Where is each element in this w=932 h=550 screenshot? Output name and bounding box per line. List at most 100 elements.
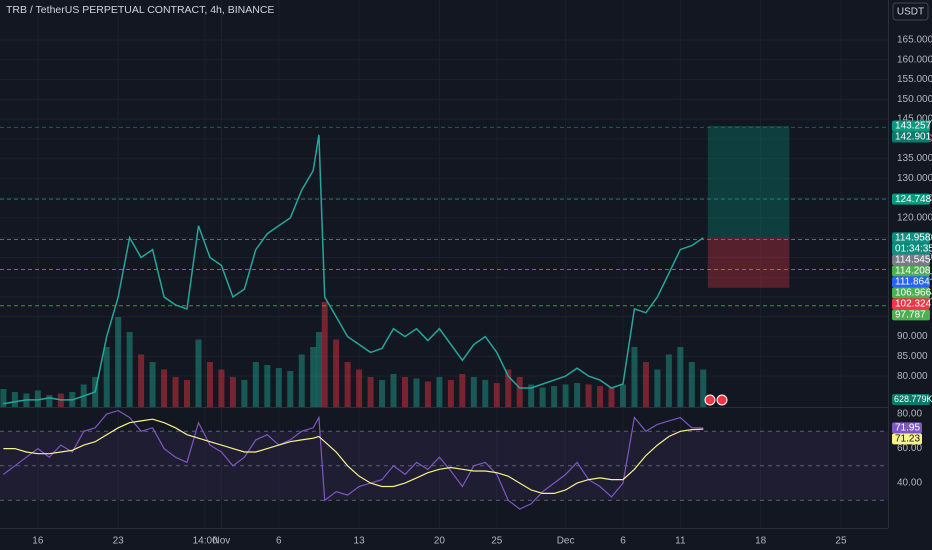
price-tag (892, 265, 930, 277)
volume-bar (631, 347, 638, 407)
volume-bar (356, 369, 363, 407)
volume-bar (264, 365, 271, 407)
rsi-tag-label: 71.95 (895, 423, 920, 434)
y-tick-label: 145.000 (897, 114, 932, 125)
y-tick-label: 80.000 (897, 371, 928, 382)
x-tick-label: 23 (113, 536, 125, 547)
volume-bar (447, 380, 454, 407)
volume-bar (195, 339, 202, 407)
volume-bar (206, 362, 213, 407)
volume-bar (149, 362, 156, 407)
price-tag (892, 276, 930, 288)
volume-tag-label: 628.779K (894, 394, 932, 404)
event-icon[interactable] (716, 394, 728, 406)
volume-bar (161, 369, 168, 407)
y-tick-label: 155.000 (897, 74, 932, 85)
price-tag (892, 131, 930, 143)
volume-bar (46, 395, 53, 407)
price-tag (892, 254, 930, 266)
volume-bar (379, 380, 386, 407)
event-icon[interactable] (704, 394, 716, 406)
volume-bar (138, 354, 145, 407)
volume-bar (241, 380, 248, 407)
volume-bar (654, 369, 661, 407)
volume-bar (172, 377, 179, 407)
countdown-tag (892, 243, 930, 255)
x-tick-label: 11 (675, 536, 686, 547)
volume-bar (252, 362, 259, 407)
volume-bar (126, 332, 133, 407)
volume-bar (539, 387, 546, 407)
volume-bar (551, 386, 558, 407)
x-tick-label: 16 (32, 536, 44, 547)
volume-bar (103, 347, 110, 407)
volume-bar (459, 374, 466, 407)
x-tick-label: 6 (276, 536, 282, 547)
volume-bar (505, 369, 512, 407)
volume-bar (413, 378, 420, 407)
price-tag-label: 124.748 (895, 194, 932, 205)
countdown-label: 01:34:35 (895, 244, 932, 255)
x-tick-label: 18 (755, 536, 767, 547)
rsi-tick-label: 40.00 (897, 478, 922, 489)
price-tag-label: 143.257 (895, 121, 932, 132)
volume-bar (619, 384, 626, 407)
rsi-tag (892, 433, 922, 445)
volume-bar (310, 347, 317, 407)
rsi-tag-label: 71.23 (895, 434, 920, 445)
volume-tag (892, 394, 930, 405)
volume-bar (528, 384, 535, 407)
volume-bar (298, 354, 305, 407)
price-tag (892, 287, 930, 299)
volume-bar (321, 302, 328, 407)
volume-bar (34, 390, 41, 407)
volume-bar (115, 317, 122, 407)
x-tick-label: 14:00 (193, 536, 218, 547)
y-tick-label: 90.000 (897, 331, 928, 342)
y-tick-label: 135.000 (897, 153, 932, 164)
currency-label[interactable]: USDT (897, 7, 924, 18)
volume-bar (516, 377, 523, 407)
rsi-tick-label: 80.00 (897, 409, 922, 420)
y-tick-label: 85.000 (897, 351, 928, 362)
price-tag (892, 298, 930, 310)
volume-bar (344, 362, 351, 407)
volume-bar (562, 384, 569, 407)
x-tick-label: 20 (434, 536, 446, 547)
volume-bar (608, 387, 615, 407)
x-tick-label: 6 (620, 536, 626, 547)
volume-bar (275, 368, 282, 407)
rsi-tick-label: 60.00 (897, 443, 922, 454)
volume-bar (493, 383, 500, 407)
volume-bar (11, 392, 18, 407)
volume-bar (390, 374, 397, 407)
volume-bar (470, 377, 477, 407)
symbol-title: TRB / TetherUS PERPETUAL CONTRACT, 4h, B… (6, 4, 274, 16)
y-tick-label: 165.000 (897, 35, 932, 46)
volume-bar (229, 377, 236, 407)
x-tick-label: 25 (835, 536, 847, 547)
volume-bar (287, 371, 294, 407)
price-tag-label: 114.208 (895, 266, 931, 277)
volume-bar (700, 369, 707, 407)
volume-bar (436, 377, 443, 407)
price-line (3, 134, 704, 405)
stop-zone (707, 237, 790, 288)
price-tag-label: 114.958 (895, 233, 931, 244)
price-tag-label: 102.324 (895, 299, 932, 310)
y-tick-label: 160.000 (897, 54, 932, 65)
volume-bar (665, 354, 672, 407)
price-tag (892, 193, 930, 205)
volume-bar (315, 332, 322, 407)
volume-bar (0, 389, 7, 407)
volume-bar (642, 362, 649, 407)
price-tag (892, 120, 930, 132)
volume-bar (688, 362, 695, 407)
rsi-line (3, 418, 704, 494)
volume-bar (367, 377, 374, 407)
currency-button[interactable] (892, 2, 929, 21)
price-tag (892, 232, 930, 244)
volume-bar (597, 386, 604, 407)
